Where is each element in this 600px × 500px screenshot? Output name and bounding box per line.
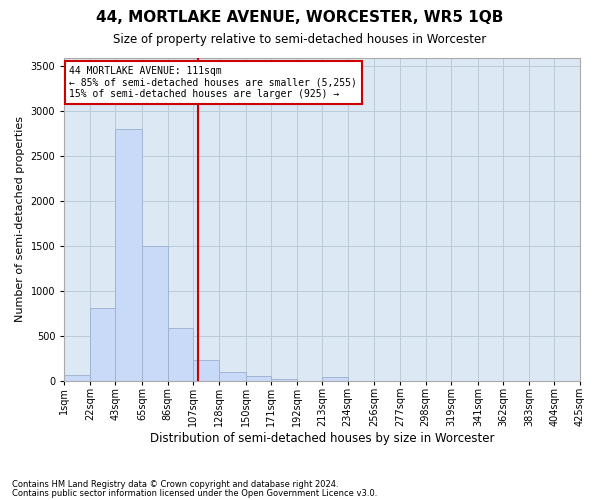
Y-axis label: Number of semi-detached properties: Number of semi-detached properties (15, 116, 25, 322)
Bar (245, 376, 271, 382)
X-axis label: Distribution of semi-detached houses by size in Worcester: Distribution of semi-detached houses by … (150, 432, 494, 445)
Bar (90, 308, 115, 382)
Bar (168, 328, 193, 382)
Bar (142, 246, 168, 382)
Bar (193, 360, 219, 382)
Text: 44, MORTLAKE AVENUE, WORCESTER, WR5 1QB: 44, MORTLAKE AVENUE, WORCESTER, WR5 1QB (97, 10, 503, 25)
Bar (322, 377, 348, 382)
Text: Size of property relative to semi-detached houses in Worcester: Size of property relative to semi-detach… (113, 32, 487, 46)
Text: Contains public sector information licensed under the Open Government Licence v3: Contains public sector information licen… (12, 489, 377, 498)
Text: 44 MORTLAKE AVENUE: 111sqm
← 85% of semi-detached houses are smaller (5,255)
15%: 44 MORTLAKE AVENUE: 111sqm ← 85% of semi… (70, 66, 358, 99)
Bar (64, 374, 90, 382)
Text: Contains HM Land Registry data © Crown copyright and database right 2024.: Contains HM Land Registry data © Crown c… (12, 480, 338, 489)
Bar (115, 130, 142, 382)
Bar (271, 378, 296, 382)
Bar (219, 372, 245, 382)
